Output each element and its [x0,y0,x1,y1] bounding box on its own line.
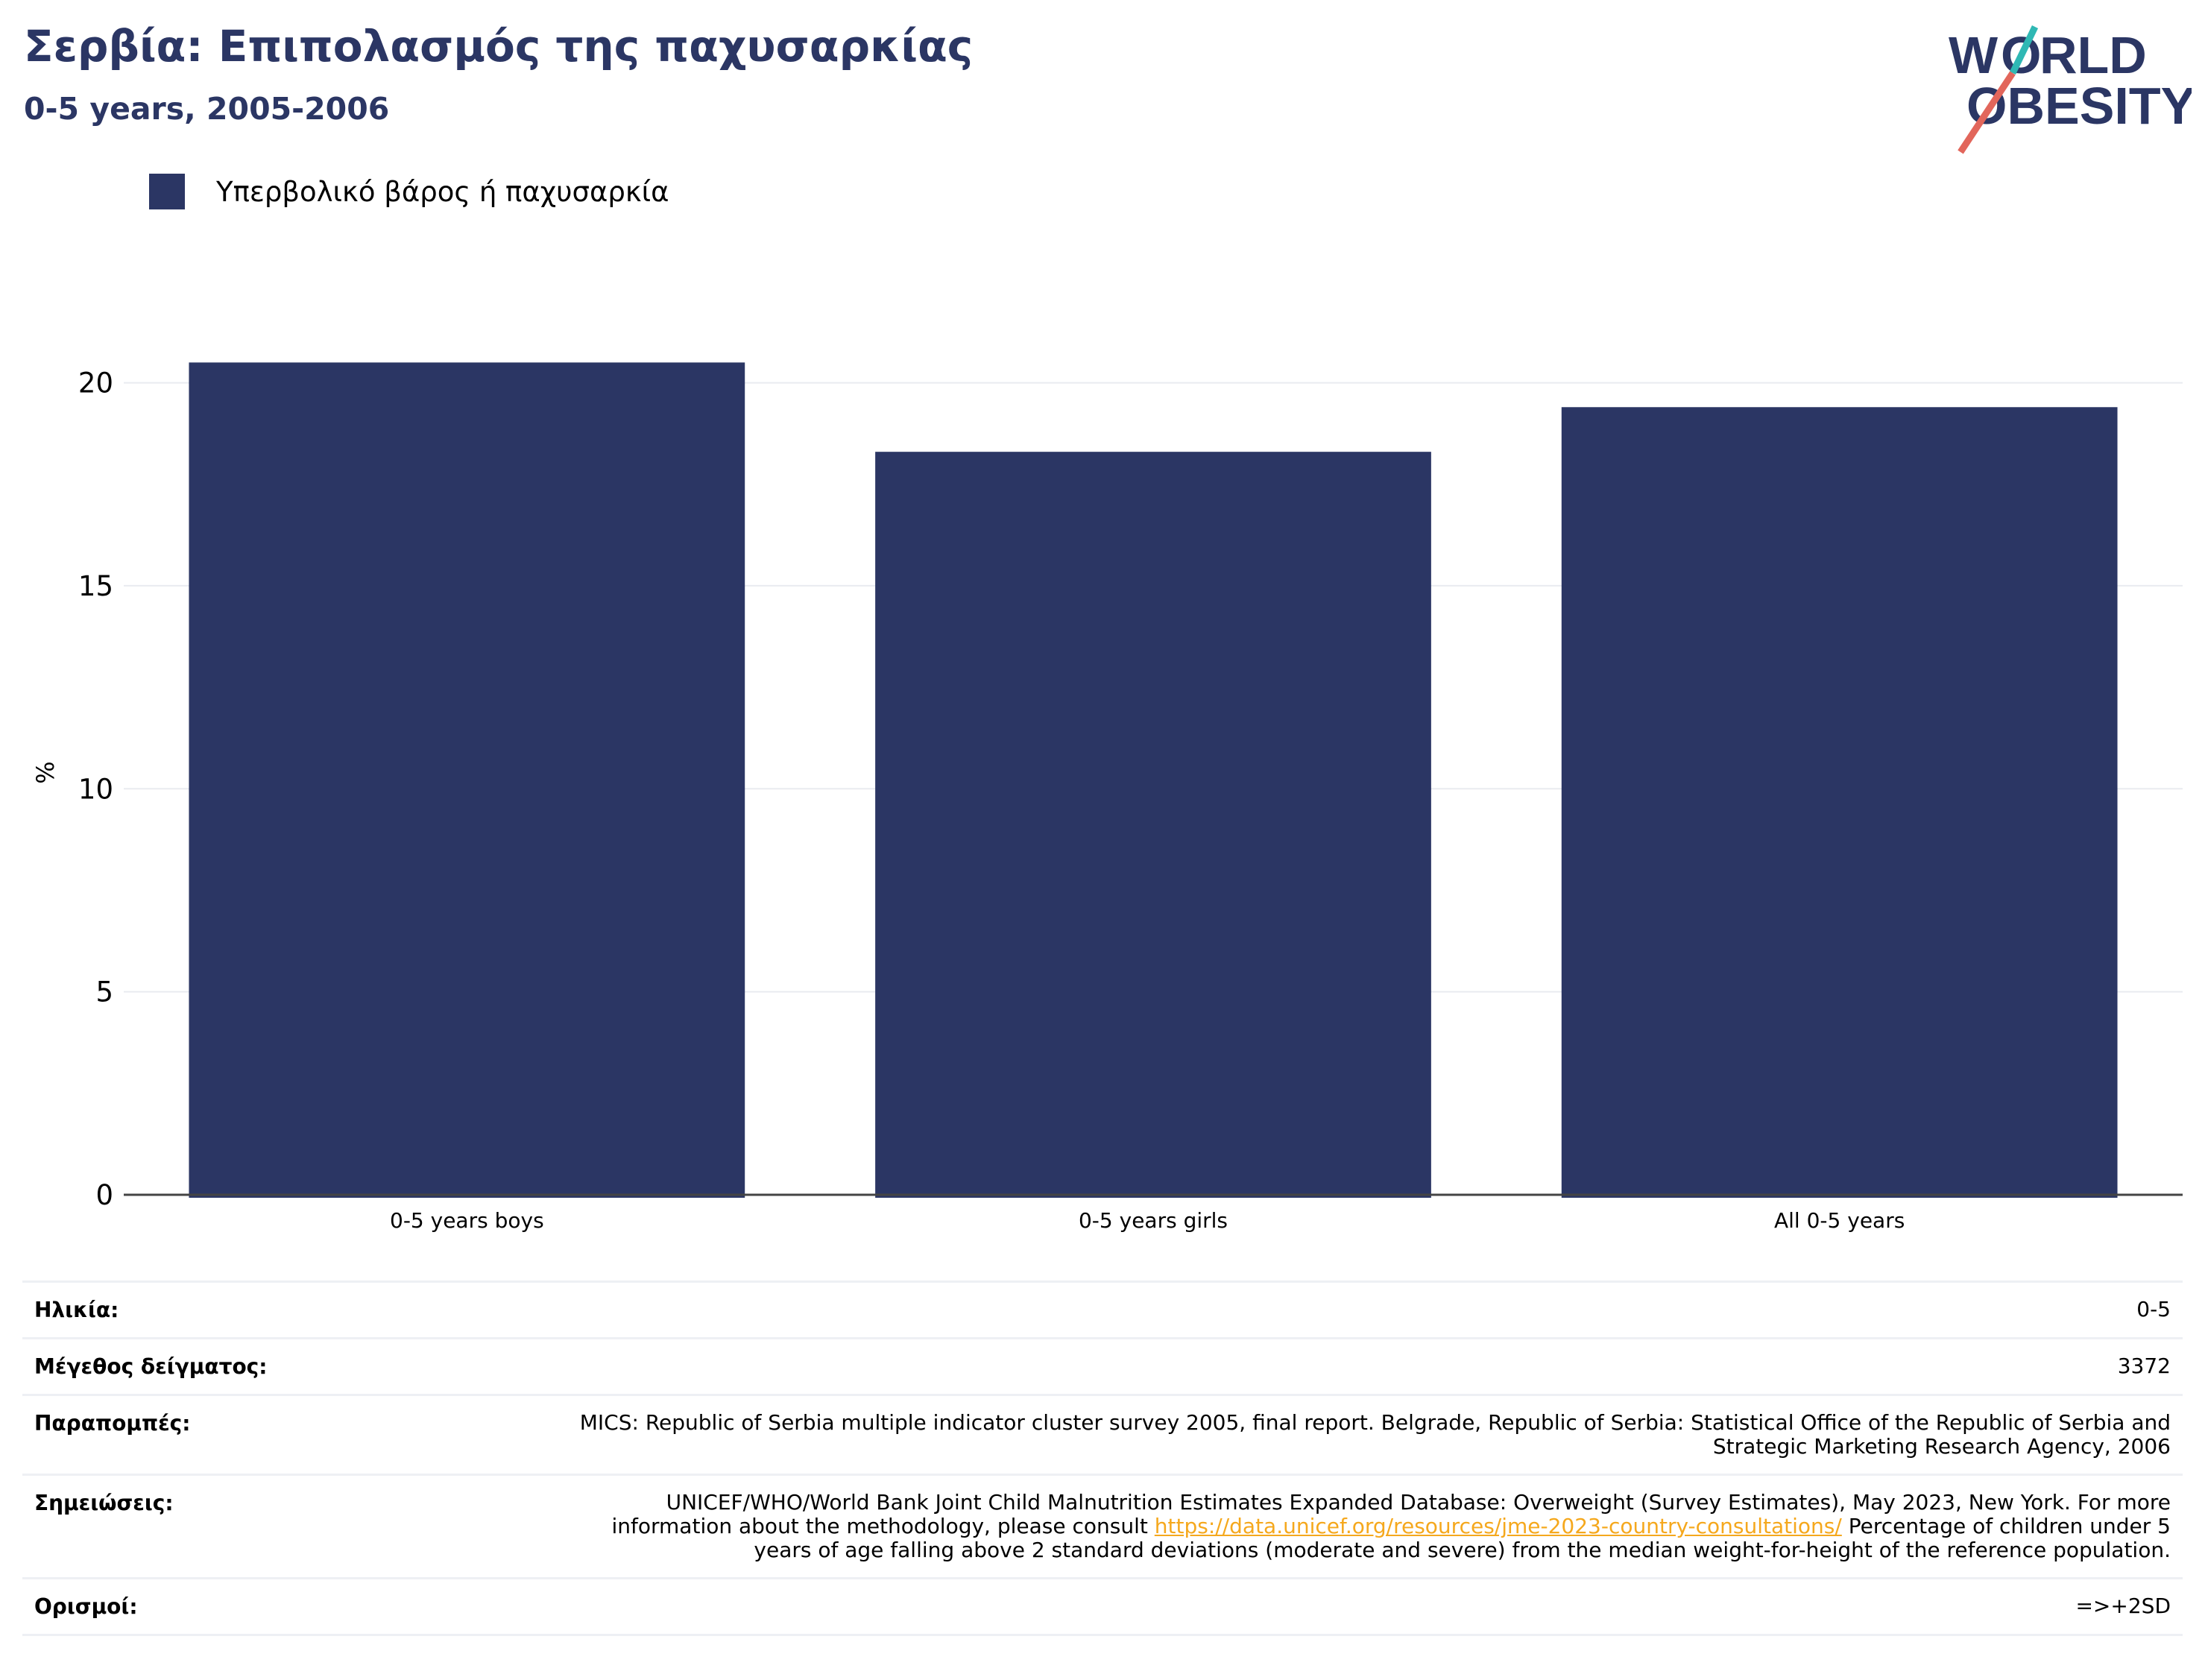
x-tick-label: All 0-5 years [1774,1208,1905,1233]
definitions-label: Ορισμοί: [34,1594,138,1619]
chart-title: Σερβία: Επιπολασμός της παχυσαρκίας [24,21,974,72]
notes-text-after: Percentage of children under 5 years of … [754,1514,2171,1562]
meta-row-references: Παραπομπές: MICS: Republic of Serbia mul… [22,1394,2183,1474]
sample-size-label: Μέγεθος δείγματος: [34,1354,268,1379]
notes-label: Σημειώσεις: [34,1491,174,1515]
meta-row-definitions: Ορισμοί: =>+2SD [22,1577,2183,1636]
bar [875,452,1431,1198]
references-value: MICS: Republic of Serbia multiple indica… [579,1410,2171,1459]
world-obesity-logo: W O RLD OBESITY [1949,25,2192,154]
meta-row-age: Ηλικία: 0-5 [22,1280,2183,1337]
y-tick-label: 5 [95,976,113,1008]
svg-text:W: W [1949,26,1998,84]
bar [189,362,745,1199]
definitions-value: =>+2SD [2075,1594,2171,1618]
notes-text-before: UNICEF/WHO/World Bank Joint Child Malnut… [611,1490,2171,1538]
chart-legend: Υπερβολικό βάρος ή παχυσαρκία [149,171,669,212]
age-value: 0-5 [2136,1297,2171,1321]
age-label: Ηλικία: [34,1298,119,1322]
chart-subtitle: 0-5 years, 2005-2006 [24,91,390,127]
y-tick-label: 10 [78,773,113,805]
svg-text:RLD: RLD [2040,26,2147,84]
bar-chart: 0 5 10 15 20% 0-5 years boys 0-5 years girls Al… [31,362,2183,1233]
notes-link[interactable]: https://data.unicef.org/resources/jme-20… [1154,1514,1842,1538]
references-label: Παραπομπές: [34,1411,191,1436]
x-tick-label: 0-5 years girls [1079,1208,1228,1233]
y-tick-label: 15 [78,570,113,602]
notes-value: UNICEF/WHO/World Bank Joint Child Malnut… [568,1491,2171,1562]
legend-label: Υπερβολικό βάρος ή παχυσαρκία [216,175,669,208]
legend-swatch [149,174,185,209]
metadata-table: Ηλικία: 0-5 Μέγεθος δείγματος: 3372 Παρα… [22,1280,2183,1636]
y-axis-label: % [31,761,60,783]
y-tick-label: 20 [78,367,113,400]
meta-row-sample-size: Μέγεθος δείγματος: 3372 [22,1337,2183,1394]
bar [1561,407,2118,1198]
sample-size-value: 3372 [2117,1354,2171,1378]
y-tick-label: 0 [95,1179,113,1211]
x-tick-label: 0-5 years boys [390,1208,544,1233]
meta-row-notes: Σημειώσεις: UNICEF/WHO/World Bank Joint … [22,1474,2183,1577]
